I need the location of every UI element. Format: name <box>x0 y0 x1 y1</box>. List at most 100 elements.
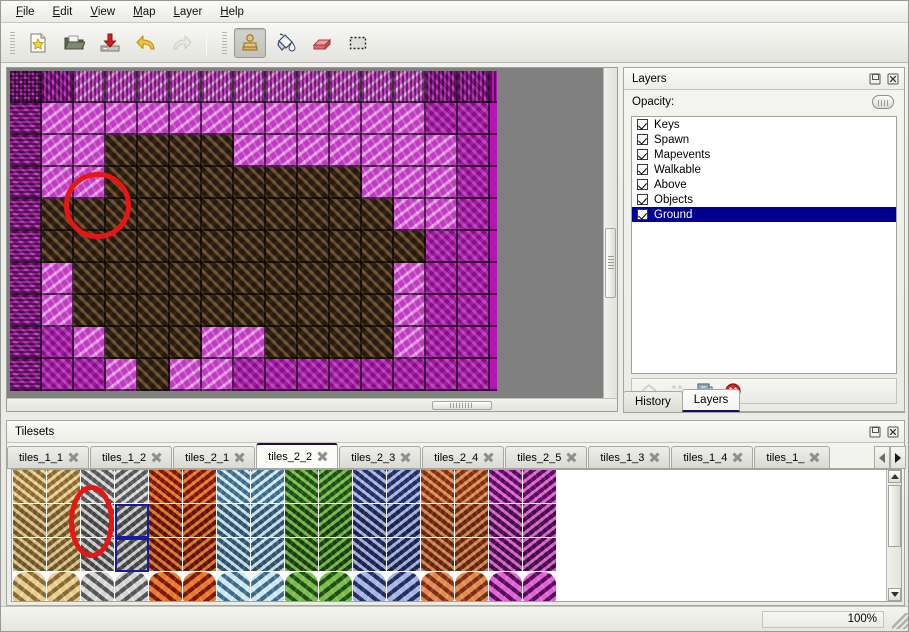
tileset-tile[interactable] <box>217 572 251 601</box>
map-tile[interactable] <box>74 135 106 167</box>
tileset-tab-close-icon[interactable] <box>649 452 660 463</box>
map-tile[interactable] <box>106 359 138 391</box>
map-tile[interactable] <box>298 359 330 391</box>
map-tile[interactable] <box>426 167 458 199</box>
map-tile[interactable] <box>42 327 74 359</box>
map-tile[interactable] <box>458 359 490 391</box>
map-tile[interactable] <box>394 327 426 359</box>
layer-row[interactable]: Above <box>632 177 896 192</box>
tileset-tile[interactable] <box>285 504 319 538</box>
tileset-tab-close-icon[interactable] <box>809 452 820 463</box>
tileset-tab-close-icon[interactable] <box>151 452 162 463</box>
tileset-tile[interactable] <box>523 572 557 601</box>
tileset-tile[interactable] <box>13 572 47 601</box>
map-tile[interactable] <box>362 103 394 135</box>
tileset-tile[interactable] <box>149 538 183 572</box>
new-map-icon[interactable] <box>22 28 54 58</box>
map-tile[interactable] <box>394 135 426 167</box>
tileset-tile[interactable] <box>387 470 421 504</box>
map-tile[interactable] <box>298 103 330 135</box>
map-tile[interactable] <box>10 359 42 391</box>
map-tile[interactable] <box>170 135 202 167</box>
map-tile[interactable] <box>234 359 266 391</box>
tileset-tab-tiles_2_3[interactable]: tiles_2_3 <box>339 446 422 468</box>
tileset-tile[interactable] <box>421 572 455 601</box>
layer-visibility-checkbox[interactable] <box>637 179 648 190</box>
tileset-tile[interactable] <box>489 572 523 601</box>
map-tile[interactable] <box>202 199 234 231</box>
map-tile[interactable] <box>426 263 458 295</box>
map-tile[interactable] <box>458 231 490 263</box>
map-tile[interactable] <box>234 167 266 199</box>
menu-layer[interactable]: Layer <box>165 3 212 21</box>
menu-view[interactable]: View <box>81 3 124 21</box>
map-tile[interactable] <box>298 167 330 199</box>
map-tile[interactable] <box>42 199 74 231</box>
map-tile[interactable] <box>266 359 298 391</box>
map-tile[interactable] <box>42 263 74 295</box>
tileset-tile[interactable] <box>13 504 47 538</box>
map-tile[interactable] <box>10 167 42 199</box>
float-dock-icon[interactable] <box>867 424 882 439</box>
map-tile[interactable] <box>106 295 138 327</box>
tileset-tab-close-icon[interactable] <box>483 452 494 463</box>
map-tile[interactable] <box>74 103 106 135</box>
tab-history[interactable]: History <box>623 391 683 412</box>
tileset-tile[interactable] <box>149 572 183 601</box>
tileset-vscroll-thumb[interactable] <box>888 485 901 547</box>
map-tile[interactable] <box>266 135 298 167</box>
map-tile[interactable] <box>10 327 42 359</box>
map-tile[interactable] <box>234 327 266 359</box>
map-tile[interactable] <box>170 359 202 391</box>
map-tile[interactable] <box>42 359 74 391</box>
eraser-icon[interactable] <box>306 28 338 58</box>
tileset-tile[interactable] <box>489 504 523 538</box>
float-dock-icon[interactable] <box>867 71 882 86</box>
tileset-tile[interactable] <box>183 538 217 572</box>
layer-visibility-checkbox[interactable] <box>637 209 648 220</box>
tileset-tile[interactable] <box>387 572 421 601</box>
tileset-tile[interactable] <box>251 538 285 572</box>
map-tile[interactable] <box>138 135 170 167</box>
map-tile[interactable] <box>202 359 234 391</box>
map-tile[interactable] <box>458 263 490 295</box>
tab-layers[interactable]: Layers <box>681 389 741 412</box>
stamp-brush-icon[interactable] <box>234 27 266 58</box>
map-tile[interactable] <box>362 263 394 295</box>
map-tile[interactable] <box>138 71 170 103</box>
tileset-tile[interactable] <box>81 538 115 572</box>
tab-scroll-right-icon[interactable] <box>890 446 906 468</box>
layer-row[interactable]: Walkable <box>632 162 896 177</box>
map-canvas[interactable] <box>7 68 605 411</box>
map-tile[interactable] <box>426 295 458 327</box>
tileset-tile[interactable] <box>81 572 115 601</box>
tileset-tile[interactable] <box>523 470 557 504</box>
layer-row[interactable]: Mapevents <box>632 147 896 162</box>
map-tile[interactable] <box>234 135 266 167</box>
map-tile[interactable] <box>458 327 490 359</box>
map-tile[interactable] <box>394 103 426 135</box>
menu-map[interactable]: Map <box>124 3 164 21</box>
map-tile[interactable] <box>266 295 298 327</box>
layer-row[interactable]: Spawn <box>632 132 896 147</box>
map-tile[interactable] <box>458 199 490 231</box>
tileset-tile[interactable] <box>115 504 149 538</box>
tileset-tile[interactable] <box>455 470 489 504</box>
opacity-slider[interactable] <box>680 95 894 109</box>
map-tile[interactable] <box>106 263 138 295</box>
map-tile[interactable] <box>170 167 202 199</box>
tileset-tile[interactable] <box>217 538 251 572</box>
map-tile[interactable] <box>10 199 42 231</box>
tileset-tile[interactable] <box>115 538 149 572</box>
map-tile[interactable] <box>298 135 330 167</box>
map-tile[interactable] <box>74 359 106 391</box>
map-tile[interactable] <box>138 327 170 359</box>
map-tile[interactable] <box>394 263 426 295</box>
map-tile[interactable] <box>74 71 106 103</box>
map-tile[interactable] <box>330 295 362 327</box>
map-hscroll-thumb[interactable] <box>432 401 492 410</box>
map-tile[interactable] <box>106 231 138 263</box>
map-tile[interactable] <box>362 231 394 263</box>
tileset-tile[interactable] <box>251 572 285 601</box>
tileset-tile[interactable] <box>353 538 387 572</box>
